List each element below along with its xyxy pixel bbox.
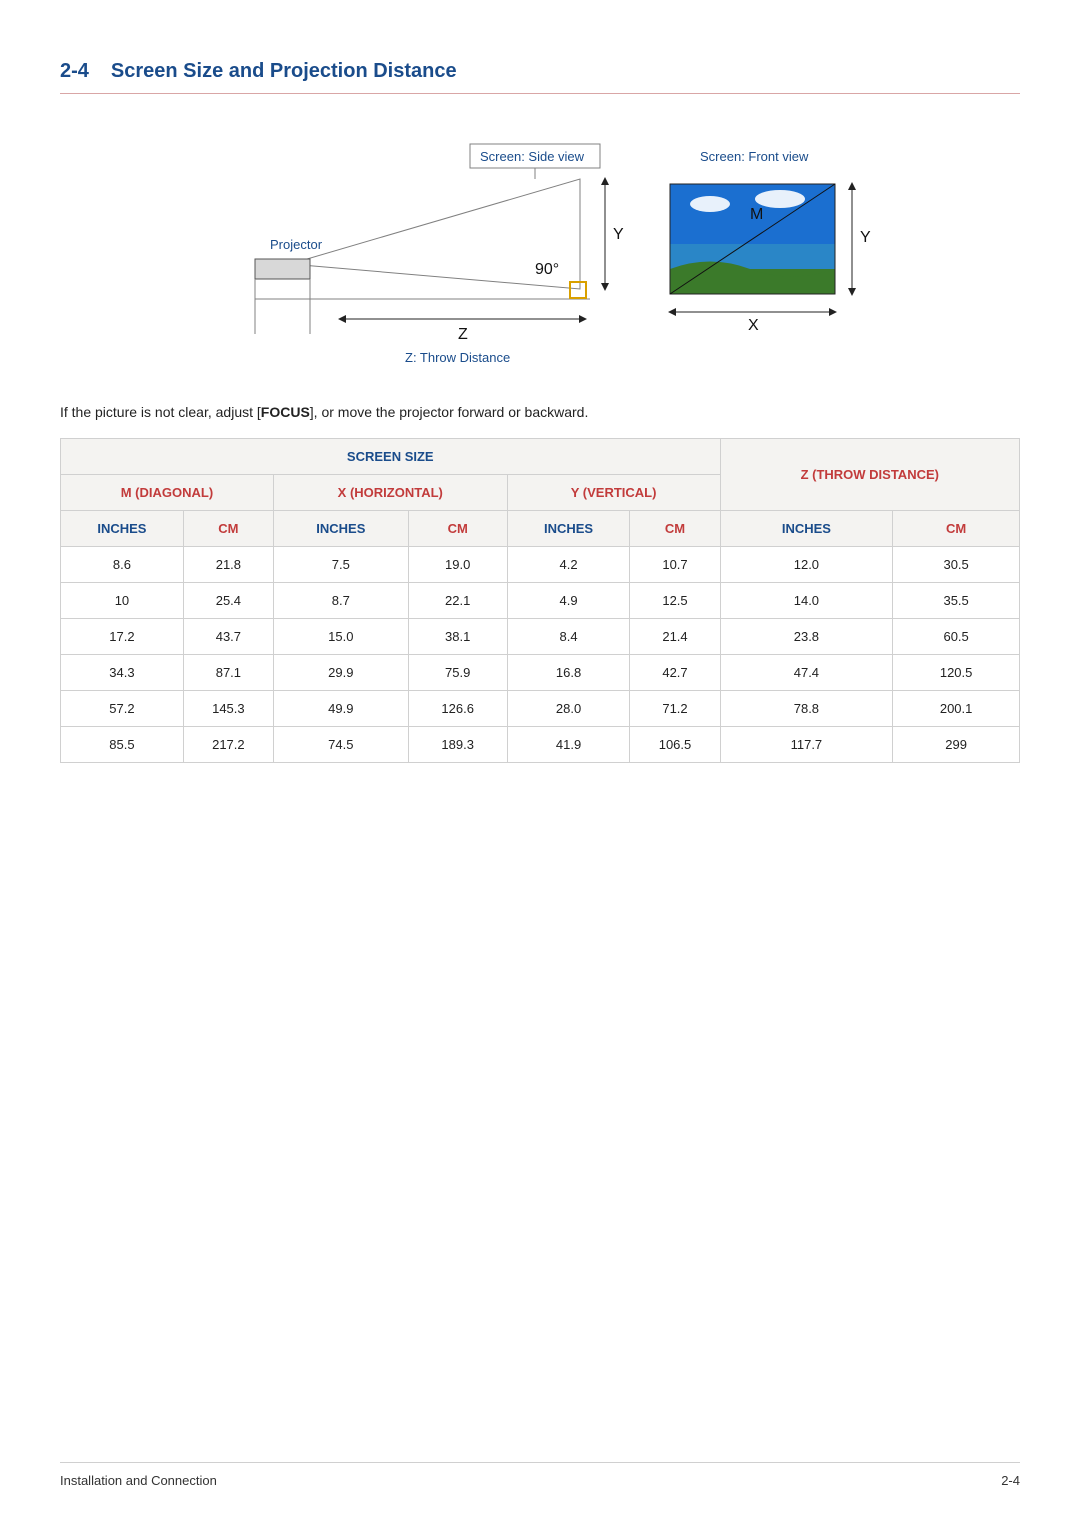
hdr-inches-1: INCHES: [61, 511, 184, 547]
cell: 71.2: [630, 691, 720, 727]
axis-y-side: Y: [613, 226, 624, 243]
axis-m: M: [750, 206, 763, 223]
cell: 189.3: [408, 727, 507, 763]
cell: 47.4: [720, 655, 893, 691]
cell: 126.6: [408, 691, 507, 727]
footer-left: Installation and Connection: [60, 1473, 217, 1488]
cell: 41.9: [507, 727, 630, 763]
cell: 19.0: [408, 547, 507, 583]
axis-x: X: [748, 317, 759, 334]
screen-size-table: SCREEN SIZE Z (THROW DISTANCE) M (DIAGON…: [60, 438, 1020, 763]
projection-diagram: Screen: Side view Projector 90°: [60, 124, 1020, 384]
cell: 87.1: [183, 655, 273, 691]
cell: 17.2: [61, 619, 184, 655]
cell: 42.7: [630, 655, 720, 691]
cell: 200.1: [893, 691, 1020, 727]
table-body: 8.6 21.8 7.5 19.0 4.2 10.7 12.0 30.5 10 …: [61, 547, 1020, 763]
cell: 25.4: [183, 583, 273, 619]
instruction-text: If the picture is not clear, adjust [FOC…: [60, 404, 1020, 420]
page: 2-4 Screen Size and Projection Distance …: [0, 0, 1080, 1528]
projector-label: Projector: [270, 237, 323, 252]
page-footer: Installation and Connection 2-4: [60, 1462, 1020, 1488]
hdr-x-horiz: X (HORIZONTAL): [273, 475, 507, 511]
cell: 117.7: [720, 727, 893, 763]
cell: 34.3: [61, 655, 184, 691]
cell: 12.0: [720, 547, 893, 583]
axis-z: Z: [458, 326, 468, 343]
cell: 217.2: [183, 727, 273, 763]
section-header: 2-4 Screen Size and Projection Distance: [60, 60, 1020, 94]
angle-label: 90°: [535, 261, 559, 278]
cell: 8.4: [507, 619, 630, 655]
cell: 4.9: [507, 583, 630, 619]
cell: 22.1: [408, 583, 507, 619]
cell: 14.0: [720, 583, 893, 619]
cell: 74.5: [273, 727, 408, 763]
cell: 8.7: [273, 583, 408, 619]
cell: 10.7: [630, 547, 720, 583]
hdr-screen-size: SCREEN SIZE: [61, 439, 721, 475]
hdr-cm-4: CM: [893, 511, 1020, 547]
cell: 15.0: [273, 619, 408, 655]
hdr-inches-3: INCHES: [507, 511, 630, 547]
diagram-svg: Screen: Side view Projector 90°: [180, 124, 900, 384]
cell: 21.8: [183, 547, 273, 583]
table-row: 57.2 145.3 49.9 126.6 28.0 71.2 78.8 200…: [61, 691, 1020, 727]
cell: 28.0: [507, 691, 630, 727]
front-view-label: Screen: Front view: [700, 149, 809, 164]
front-view: Screen: Front view M Y: [670, 149, 871, 334]
cell: 35.5: [893, 583, 1020, 619]
hdr-y-vert: Y (VERTICAL): [507, 475, 720, 511]
cell: 299: [893, 727, 1020, 763]
cell: 21.4: [630, 619, 720, 655]
cell: 75.9: [408, 655, 507, 691]
instruction-bold: FOCUS: [261, 404, 310, 420]
cell: 120.5: [893, 655, 1020, 691]
footer-right: 2-4: [1001, 1473, 1020, 1488]
hdr-cm-2: CM: [408, 511, 507, 547]
throw-distance-label: Z: Throw Distance: [405, 350, 510, 365]
cell: 12.5: [630, 583, 720, 619]
hdr-inches-2: INCHES: [273, 511, 408, 547]
table-row: 17.2 43.7 15.0 38.1 8.4 21.4 23.8 60.5: [61, 619, 1020, 655]
axis-y-front: Y: [860, 229, 871, 246]
cell: 85.5: [61, 727, 184, 763]
side-view: Screen: Side view Projector 90°: [255, 144, 624, 365]
table-row: 34.3 87.1 29.9 75.9 16.8 42.7 47.4 120.5: [61, 655, 1020, 691]
cell: 4.2: [507, 547, 630, 583]
side-view-label: Screen: Side view: [480, 149, 585, 164]
hdr-m-diag: M (DIAGONAL): [61, 475, 274, 511]
table-row: 85.5 217.2 74.5 189.3 41.9 106.5 117.7 2…: [61, 727, 1020, 763]
instruction-post: ], or move the projector forward or back…: [310, 404, 589, 420]
table-row: 8.6 21.8 7.5 19.0 4.2 10.7 12.0 30.5: [61, 547, 1020, 583]
cell: 78.8: [720, 691, 893, 727]
section-number: 2-4: [60, 60, 89, 83]
hdr-inches-4: INCHES: [720, 511, 893, 547]
cell: 145.3: [183, 691, 273, 727]
cell: 23.8: [720, 619, 893, 655]
cell: 106.5: [630, 727, 720, 763]
cell: 57.2: [61, 691, 184, 727]
hdr-cm-3: CM: [630, 511, 720, 547]
cell: 49.9: [273, 691, 408, 727]
cell: 7.5: [273, 547, 408, 583]
cell: 16.8: [507, 655, 630, 691]
section-title: Screen Size and Projection Distance: [111, 60, 457, 83]
instruction-pre: If the picture is not clear, adjust [: [60, 404, 261, 420]
cell: 38.1: [408, 619, 507, 655]
cell: 43.7: [183, 619, 273, 655]
cell: 10: [61, 583, 184, 619]
cell: 60.5: [893, 619, 1020, 655]
cell: 29.9: [273, 655, 408, 691]
table-row: 10 25.4 8.7 22.1 4.9 12.5 14.0 35.5: [61, 583, 1020, 619]
hdr-throw-distance: Z (THROW DISTANCE): [720, 439, 1019, 511]
hdr-cm-1: CM: [183, 511, 273, 547]
cell: 30.5: [893, 547, 1020, 583]
cell: 8.6: [61, 547, 184, 583]
